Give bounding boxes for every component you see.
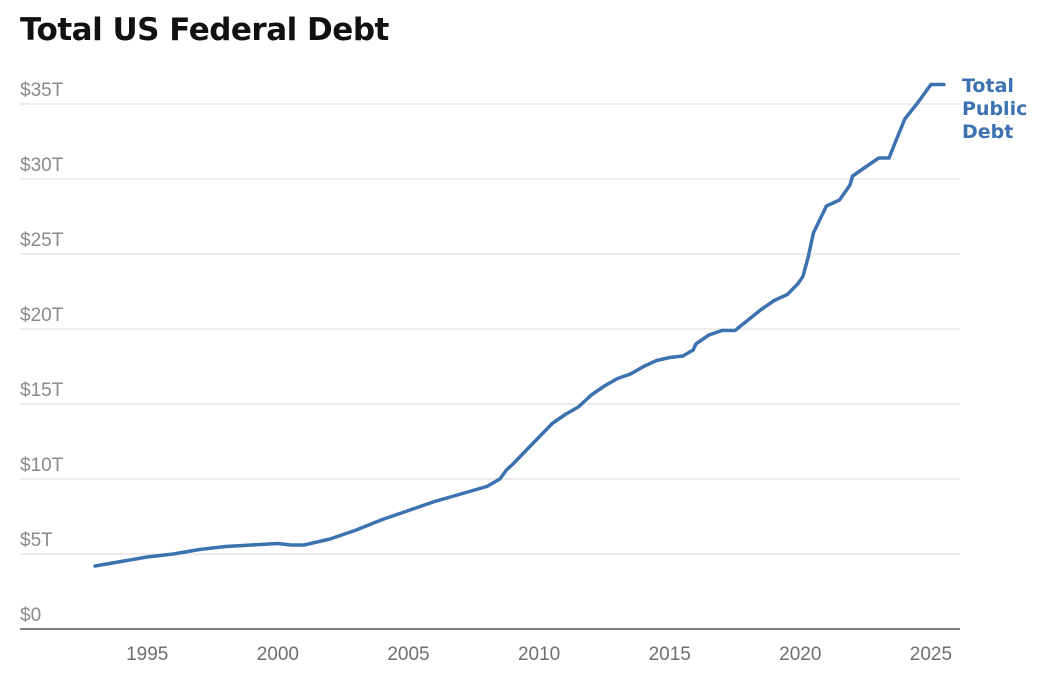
- series-label-total-public-debt: Total Public Debt: [962, 75, 1027, 143]
- x-tick-label: 2000: [257, 644, 299, 665]
- series-line-total-public-debt: [93, 82, 946, 568]
- x-tick-label: 2020: [779, 644, 821, 665]
- y-tick-label: $35T: [20, 80, 64, 101]
- x-tick-label: 2010: [518, 644, 560, 665]
- y-axis-ticks: $0 $5T $10T $15T $20T $25T $30T $35T: [20, 80, 64, 626]
- series-label-line: Total: [962, 75, 1014, 97]
- x-tick-label: 2015: [649, 644, 691, 665]
- y-tick-label: $25T: [20, 230, 64, 251]
- y-tick-label: $30T: [20, 155, 64, 176]
- y-tick-label: $0: [20, 605, 41, 626]
- series-label-line: Public: [962, 98, 1027, 120]
- x-tick-label: 1995: [126, 644, 168, 665]
- y-tick-label: $5T: [20, 530, 53, 551]
- chart-title: Total US Federal Debt: [20, 12, 389, 48]
- x-axis-ticks: 1995 2000 2005 2010 2015 2020 2025: [126, 644, 952, 665]
- series-label-group: Total Public Debt: [962, 75, 1027, 143]
- y-tick-label: $20T: [20, 305, 64, 326]
- y-tick-label: $10T: [20, 455, 64, 476]
- x-tick-label: 2025: [910, 644, 952, 665]
- x-tick-label: 2005: [387, 644, 429, 665]
- series-group: [93, 82, 946, 568]
- series-label-line: Debt: [962, 121, 1013, 143]
- y-tick-label: $15T: [20, 380, 64, 401]
